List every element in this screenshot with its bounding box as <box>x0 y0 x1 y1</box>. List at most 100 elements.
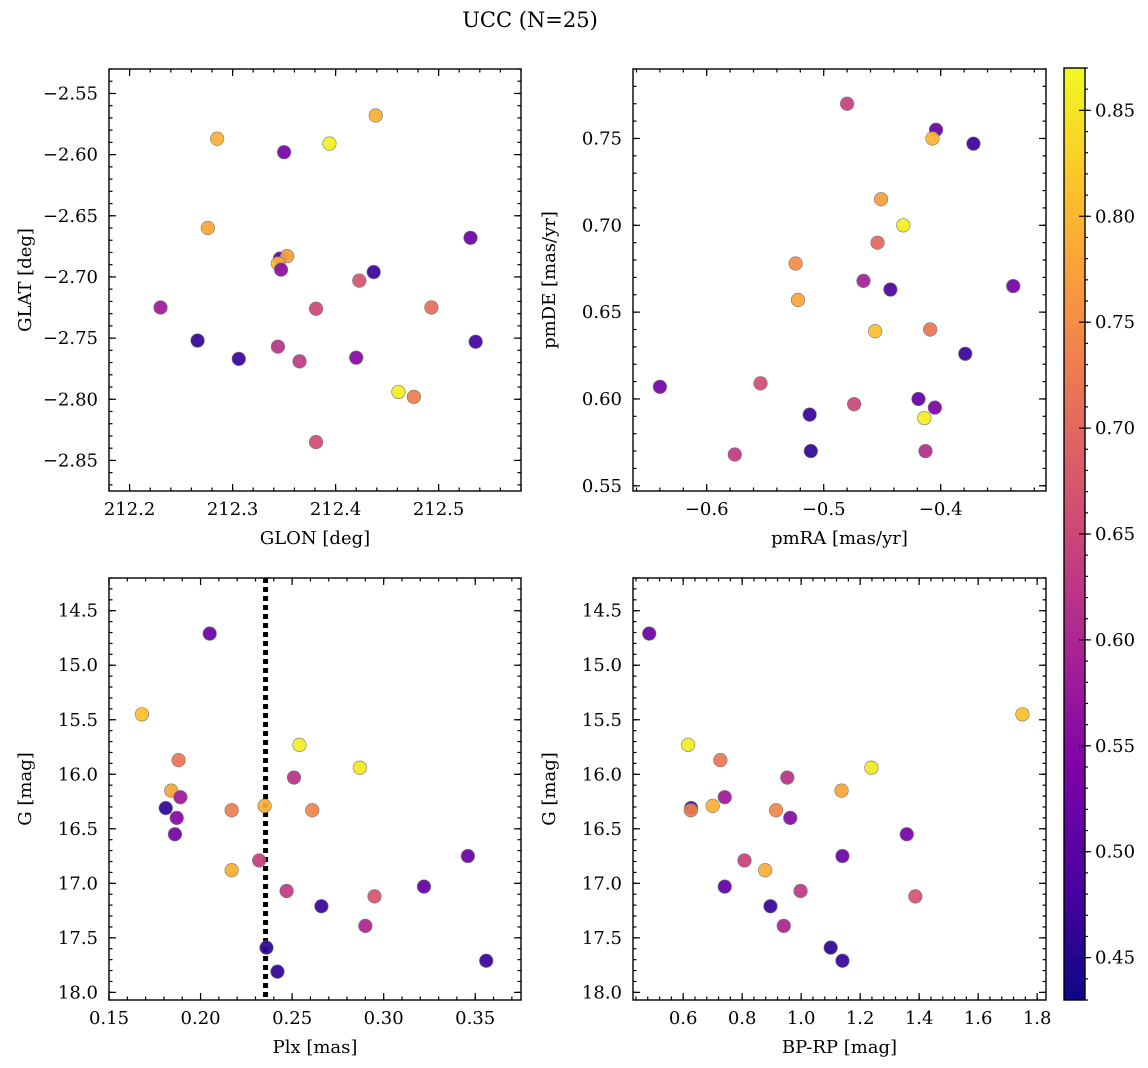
y-tick-label: 17.5 <box>58 928 98 949</box>
data-point <box>314 899 329 914</box>
data-point <box>790 292 806 308</box>
data-point <box>169 810 184 825</box>
y-tick-label: 15.0 <box>58 655 98 676</box>
x-axis-label: BP-RP [mag] <box>782 1037 897 1058</box>
y-tick-label: 0.55 <box>582 476 622 497</box>
y-tick-label: 0.65 <box>582 302 622 323</box>
data-point <box>368 108 383 123</box>
data-point <box>763 899 778 914</box>
scatter-panel-top-left: 212.2 212.3 212.4 212.5 −2.85 −2.80 −2.75 −2.70… <box>15 68 522 549</box>
data-point <box>883 282 898 297</box>
data-point <box>1006 278 1021 294</box>
data-point <box>352 760 367 775</box>
data-point <box>705 798 720 814</box>
data-point <box>802 407 817 422</box>
data-point <box>864 760 879 775</box>
plot-frame <box>108 68 522 492</box>
data-point <box>190 333 205 348</box>
data-point <box>273 262 289 277</box>
colorbar-tick-label: 0.60 <box>1095 630 1135 651</box>
y-tick-label: 0.75 <box>582 128 622 149</box>
data-point <box>292 737 307 752</box>
data-point <box>259 940 274 955</box>
data-point <box>1015 707 1030 722</box>
data-point <box>308 434 324 450</box>
plot-frame <box>632 68 1047 492</box>
x-tick-label: 0.15 <box>89 1008 129 1029</box>
data-point <box>681 737 696 752</box>
plot-frame <box>108 577 522 1001</box>
data-point <box>683 803 698 818</box>
data-point <box>642 626 657 641</box>
data-point <box>224 803 239 818</box>
data-point <box>835 848 850 864</box>
y-tick-label: 15.5 <box>582 710 622 731</box>
data-point <box>870 235 885 250</box>
data-point <box>923 322 938 337</box>
data-point <box>460 848 475 864</box>
data-point <box>847 397 862 412</box>
data-point <box>200 220 215 236</box>
x-tick-label: 1.6 <box>964 1008 993 1029</box>
y-tick-label: 15.5 <box>58 710 98 731</box>
data-point <box>753 376 768 391</box>
data-point <box>231 351 246 366</box>
y-axis-label: pmDE [mas/yr] <box>539 211 560 349</box>
y-axis-label: G [mag] <box>15 752 36 825</box>
y-tick-label: −2.70 <box>43 267 98 288</box>
x-tick-label: 212.5 <box>413 499 465 520</box>
data-point <box>210 131 225 146</box>
y-tick-label: 14.5 <box>582 601 622 622</box>
data-point <box>899 827 914 842</box>
data-point <box>834 783 849 798</box>
data-point <box>173 790 188 805</box>
data-point <box>367 889 382 904</box>
x-tick-label: 0.30 <box>364 1008 404 1029</box>
data-point <box>366 264 381 280</box>
data-point <box>918 443 933 459</box>
x-axis-label: Plx [mas] <box>273 1037 358 1058</box>
data-point <box>352 273 367 288</box>
colorbar-gradient <box>1064 68 1085 1000</box>
x-axis-label: pmRA [mas/yr] <box>771 528 908 549</box>
y-tick-label: −2.85 <box>43 450 98 471</box>
data-point <box>896 218 911 233</box>
y-tick-label: 18.0 <box>58 982 98 1003</box>
x-tick-label: −0.6 <box>685 499 729 520</box>
x-tick-label: 212.3 <box>207 499 259 520</box>
data-point <box>468 334 483 349</box>
y-tick-label: −2.65 <box>43 206 98 227</box>
y-tick-label: 18.0 <box>582 982 622 1003</box>
x-tick-label: −0.4 <box>919 499 963 520</box>
x-tick-label: −0.5 <box>802 499 846 520</box>
data-point <box>840 96 855 111</box>
y-tick-label: 0.70 <box>582 215 622 236</box>
x-tick-label: 1.4 <box>905 1008 934 1029</box>
data-point <box>823 940 838 955</box>
data-point <box>391 384 406 400</box>
y-tick-label: 16.0 <box>582 764 622 785</box>
data-point <box>270 339 286 354</box>
colorbar-tick-label: 0.75 <box>1095 312 1135 333</box>
data-point <box>927 400 942 415</box>
colorbar-tick-label: 0.55 <box>1095 736 1135 757</box>
data-point <box>835 953 850 968</box>
data-point <box>224 863 239 878</box>
data-point <box>856 273 871 288</box>
data-point <box>873 192 889 207</box>
data-point <box>727 447 742 462</box>
data-point <box>793 883 808 899</box>
data-point <box>463 230 478 245</box>
y-tick-label: 16.5 <box>582 819 622 840</box>
x-tick-label: 0.20 <box>181 1008 221 1029</box>
y-tick-label: 14.5 <box>58 601 98 622</box>
scatter-panel-top-right: −0.6 −0.5 −0.4 0.55 0.60 0.65 0.70 0.75 pmRA [ma… <box>539 68 1047 549</box>
colorbar-tick-label: 0.45 <box>1095 948 1135 969</box>
x-tick-label: 0.8 <box>728 1008 757 1029</box>
data-point <box>424 300 439 315</box>
data-point <box>780 770 795 785</box>
data-point <box>925 131 940 146</box>
x-tick-label: 0.6 <box>669 1008 698 1029</box>
y-tick-label: 17.5 <box>582 928 622 949</box>
